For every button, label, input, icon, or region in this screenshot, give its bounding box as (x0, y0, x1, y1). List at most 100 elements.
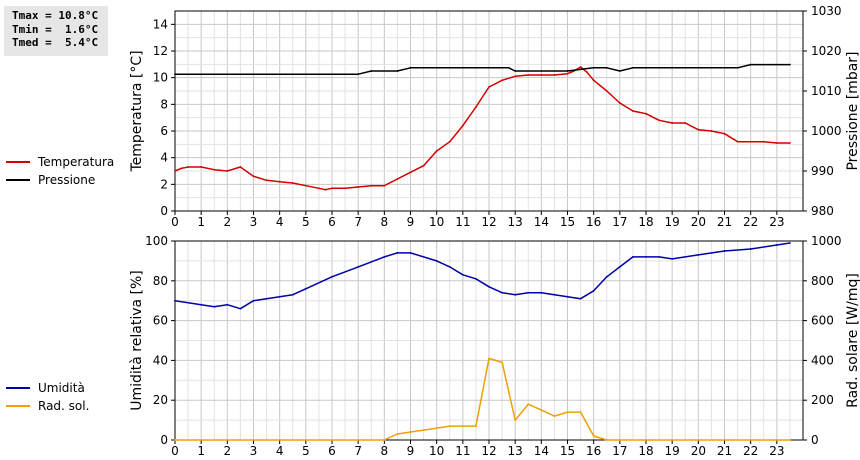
data-point-temperatura (239, 166, 242, 168)
x-tick-label: 3 (250, 444, 258, 458)
data-point-pressione (514, 70, 517, 72)
data-point-temperatura (252, 175, 255, 178)
y-tick-label-right: 1000 (811, 234, 842, 248)
data-point-rad-sol (383, 439, 386, 441)
data-point-temperatura (723, 132, 726, 135)
x-tick-label: 17 (612, 444, 627, 458)
x-tick-label: 9 (407, 215, 415, 229)
x-tick-label: 22 (743, 215, 758, 229)
data-point-temperatura (187, 166, 190, 168)
legend-swatch-pressione (6, 179, 30, 181)
x-tick-label: 15 (560, 215, 575, 229)
x-tick-label: 14 (534, 215, 549, 229)
y-axis-label-left: Umidità relativa [%] (129, 270, 145, 411)
legend-label-rad-sol: Rad. sol. (38, 399, 90, 413)
data-point-temperatura (318, 187, 320, 190)
data-point-umidit (697, 254, 700, 256)
data-point-umidit (304, 287, 307, 290)
data-point-rad-sol (396, 433, 399, 435)
data-point-temperatura (592, 79, 595, 82)
legend-item-pressione: Pressione (6, 171, 114, 189)
data-point-temperatura (304, 184, 307, 187)
stats-tmin: Tmin = 1.6°C (12, 22, 99, 36)
y-tick-label-right: 1010 (811, 84, 842, 98)
data-point-umidit (213, 305, 216, 308)
data-point-rad-sol (494, 359, 497, 362)
data-point-umidit (658, 256, 660, 258)
data-point-umidit (448, 266, 451, 268)
data-point-temperatura (775, 142, 778, 144)
data-point-temperatura (684, 122, 687, 124)
series-line-rad-sol (175, 357, 790, 441)
data-point-umidit (775, 244, 778, 246)
data-point-umidit (501, 291, 503, 294)
data-point-umidit (671, 258, 674, 260)
data-point-rad-sol (579, 411, 582, 413)
x-tick-label: 19 (665, 215, 680, 229)
x-tick-label: 7 (354, 215, 362, 229)
data-point-temperatura (579, 66, 582, 68)
x-tick-label: 16 (586, 444, 601, 458)
x-tick-label: 17 (612, 215, 627, 229)
y-tick-label-left: 8 (160, 97, 168, 111)
legend-bottom: Umidità Rad. sol. (6, 379, 89, 415)
data-point-temperatura (789, 142, 791, 144)
data-point-umidit (291, 293, 294, 296)
stats-tmed: Tmed = 5.4°C (12, 36, 99, 49)
data-point-rad-sol (527, 403, 530, 406)
data-point-temperatura (632, 110, 634, 112)
y-tick-label-right: 800 (811, 274, 834, 288)
y-axis-label-right: Rad. solare [W/mq] (845, 273, 860, 408)
y-tick-label-left: 0 (160, 204, 168, 218)
data-point-rad-sol (605, 439, 608, 441)
data-point-pressione (618, 70, 621, 72)
data-point-temperatura (488, 86, 490, 88)
data-point-temperatura (527, 74, 530, 76)
x-tick-label: 2 (224, 215, 232, 229)
data-point-temperatura (697, 128, 700, 131)
data-point-rad-sol (540, 409, 543, 411)
data-point-rad-sol (448, 425, 451, 427)
data-point-umidit (566, 295, 569, 298)
data-point-umidit (749, 248, 752, 250)
x-tick-label: 16 (586, 215, 601, 229)
data-point-umidit (527, 291, 530, 294)
data-point-rad-sol (501, 361, 503, 364)
x-tick-label: 11 (455, 444, 470, 458)
y-tick-label-left: 0 (160, 433, 168, 447)
x-tick-label: 4 (276, 215, 284, 229)
data-point-pressione (605, 66, 608, 69)
data-point-umidit (409, 252, 412, 254)
data-point-pressione (357, 73, 360, 76)
data-point-temperatura (357, 186, 360, 188)
x-tick-label: 10 (429, 215, 444, 229)
data-point-umidit (435, 260, 438, 262)
data-point-pressione (789, 63, 791, 66)
y-tick-label-left: 100 (145, 234, 168, 248)
data-point-pressione (566, 70, 569, 72)
data-point-temperatura (180, 167, 183, 170)
x-tick-label: 12 (481, 444, 496, 458)
data-point-temperatura (409, 171, 412, 174)
data-point-rad-sol (409, 431, 412, 433)
data-point-temperatura (501, 79, 503, 82)
data-point-temperatura (422, 164, 425, 167)
x-tick-label: 11 (455, 215, 470, 229)
legend-item-rad-sol: Rad. sol. (6, 397, 89, 415)
data-point-rad-sol (488, 357, 490, 360)
y-tick-label-left: 40 (153, 353, 168, 367)
data-point-temperatura (291, 182, 294, 184)
data-point-umidit (331, 275, 333, 278)
data-point-rad-sol (618, 439, 621, 441)
legend-label-umidita: Umidità (38, 381, 85, 395)
data-point-umidit (278, 295, 281, 298)
x-tick-label: 8 (381, 215, 389, 229)
data-point-rad-sol (422, 429, 425, 431)
y-tick-label-left: 12 (153, 44, 168, 58)
data-point-temperatura (475, 106, 477, 108)
data-point-temperatura (461, 124, 464, 127)
y-tick-label-right: 200 (811, 393, 834, 407)
data-point-umidit (645, 256, 647, 258)
data-point-pressione (370, 70, 373, 72)
